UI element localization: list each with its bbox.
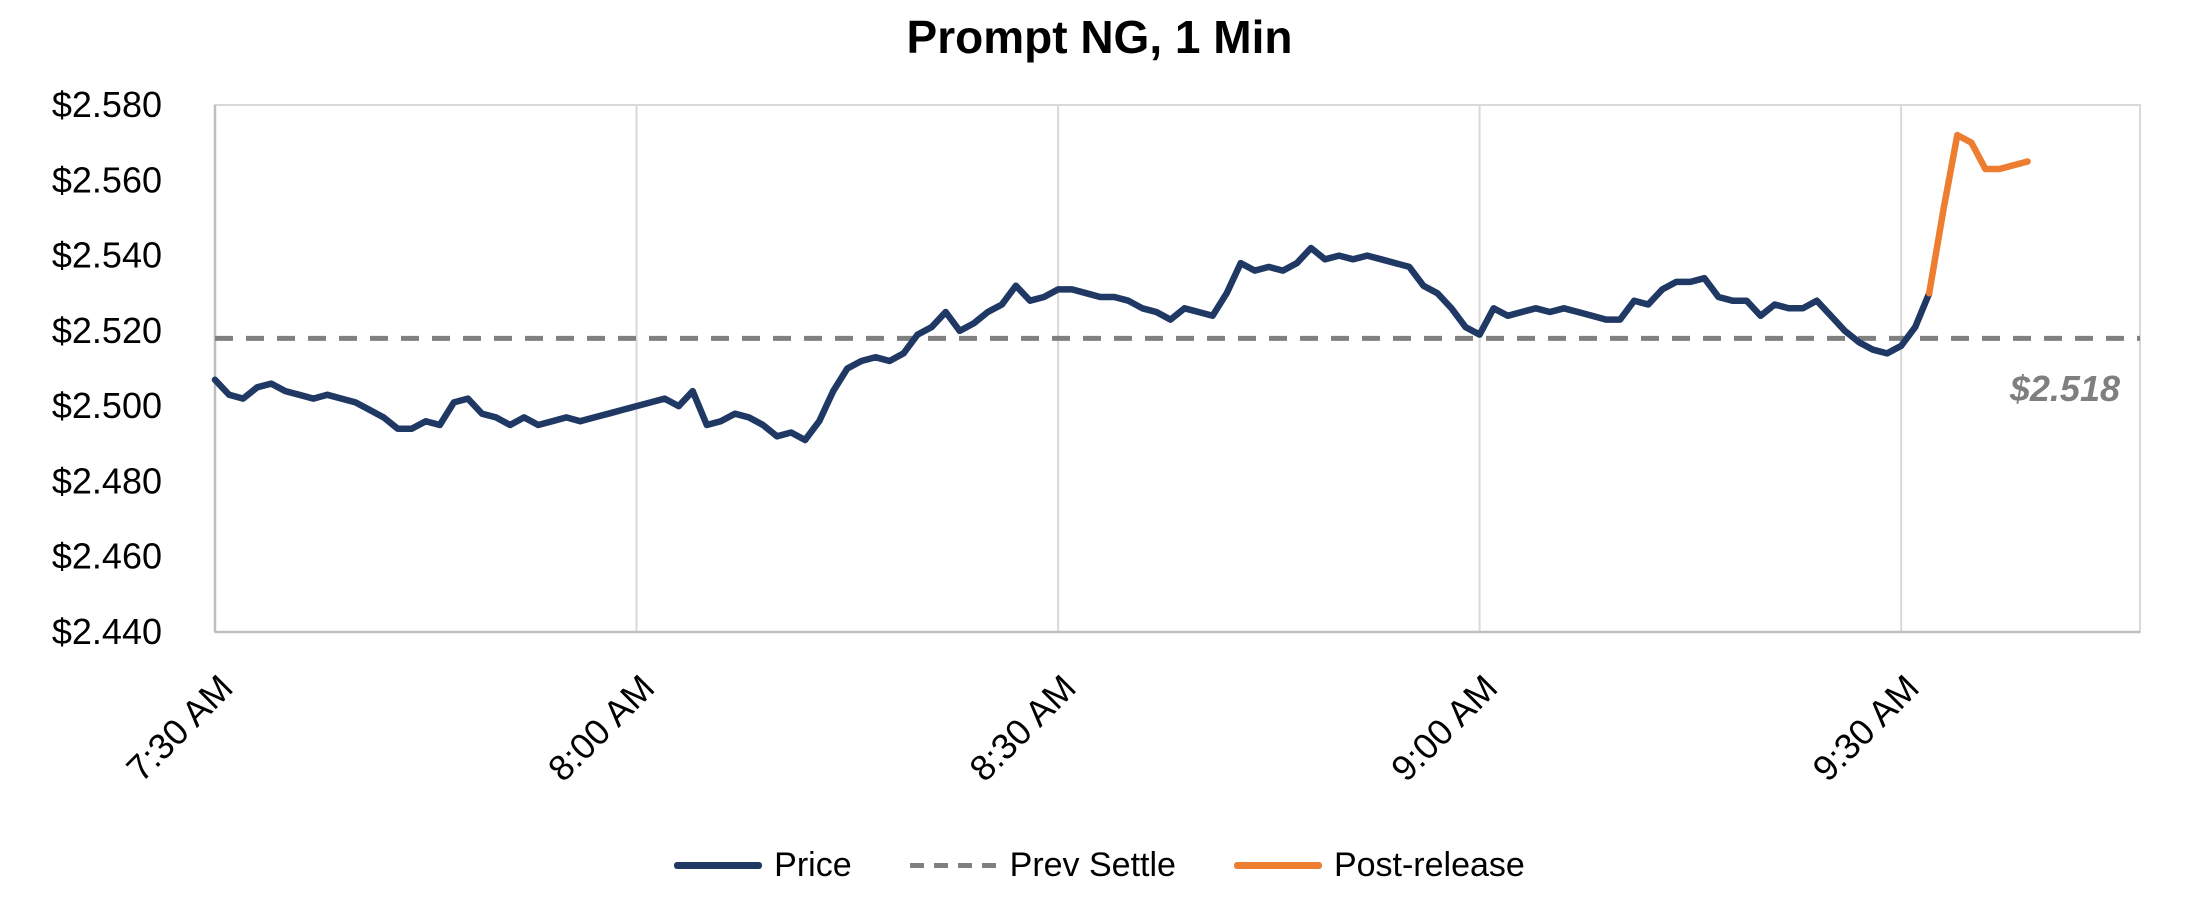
x-tick-label: 8:30 AM bbox=[961, 667, 1083, 789]
plot-svg: 7:30 AM 8:00 AM 8:30 AM 9:00 AM 9:30 AM $2.44… bbox=[52, 84, 2141, 789]
y-tick-label: $2.560 bbox=[52, 159, 162, 200]
price-line-swatch bbox=[674, 862, 763, 869]
x-tick-label: 8:00 AM bbox=[540, 667, 662, 789]
y-tick-label: $2.460 bbox=[52, 536, 162, 577]
plot-border bbox=[214, 104, 2141, 633]
prev-settle-annotation: $2.518 bbox=[2009, 368, 2120, 409]
x-tick-label: 7:30 AM bbox=[118, 667, 240, 789]
post-release-line-swatch bbox=[1233, 862, 1322, 869]
series-line-price bbox=[211, 244, 1933, 444]
x-tick-label: 9:30 AM bbox=[1804, 667, 1926, 789]
chart-title: Prompt NG, 1 Min bbox=[906, 11, 1293, 63]
y-tick-label: $2.540 bbox=[52, 235, 162, 276]
y-tick-label: $2.440 bbox=[52, 611, 162, 652]
legend-item-price: Price bbox=[674, 846, 852, 885]
series-line-post-release bbox=[1925, 131, 2031, 297]
y-tick-label: $2.520 bbox=[52, 310, 162, 351]
legend-item-prev-settle: Prev Settle bbox=[909, 846, 1176, 885]
legend-label-post-release: Post-release bbox=[1333, 846, 1525, 884]
prev-settle-line-swatch bbox=[909, 863, 998, 868]
legend-label-prev-settle: Prev Settle bbox=[1009, 846, 1176, 884]
y-tick-label: $2.480 bbox=[52, 460, 162, 501]
legend-item-post-release: Post-release bbox=[1233, 846, 1525, 885]
x-tick-label: 9:00 AM bbox=[1383, 667, 1505, 789]
legend-label-price: Price bbox=[774, 846, 852, 884]
y-tick-label: $2.580 bbox=[52, 84, 162, 125]
chart-legend: Price Prev Settle Post-release bbox=[0, 846, 2199, 885]
y-tick-label: $2.500 bbox=[52, 385, 162, 426]
